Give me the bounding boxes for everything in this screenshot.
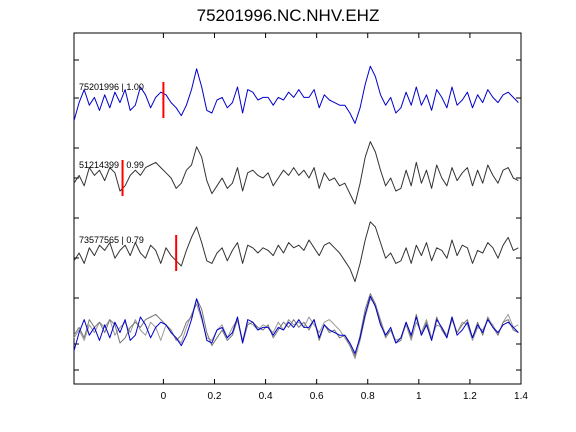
trace-label: 51214399 | 0.99 [79, 160, 144, 170]
x-axis-ticks: 0 0.2 0.4 0.6 0.8 1 1.2 1.4 [74, 33, 528, 402]
x-tick-label: 0.2 [208, 391, 222, 402]
trace-line [73, 65, 519, 124]
trace-label: 75201996 | 1.00 [79, 82, 144, 92]
trace-group: 75201996 | 1.00 51214399 | 0.99 73577565 |… [73, 65, 519, 283]
trace-line [73, 141, 519, 205]
x-tick-label: 0 [161, 391, 167, 402]
overlay-trace-line [73, 295, 519, 354]
x-tick-label: 0.8 [361, 391, 375, 402]
x-tick-label: 0.4 [259, 391, 273, 402]
plot-frame [73, 32, 522, 385]
overlay-trace-line [73, 293, 519, 357]
overlay-trace-line [73, 298, 519, 360]
x-tick-label: 1 [416, 391, 422, 402]
x-tick-label: 1.2 [463, 391, 477, 402]
overlay-group [73, 293, 519, 360]
x-tick-label: 1.4 [514, 391, 528, 402]
trace-line [73, 221, 519, 283]
x-tick-label: 0.6 [310, 391, 324, 402]
axes-frame [73, 32, 522, 385]
trace-label: 73577565 | 0.79 [79, 235, 144, 245]
chart-title: 75201996.NC.NHV.EHZ [196, 6, 380, 25]
